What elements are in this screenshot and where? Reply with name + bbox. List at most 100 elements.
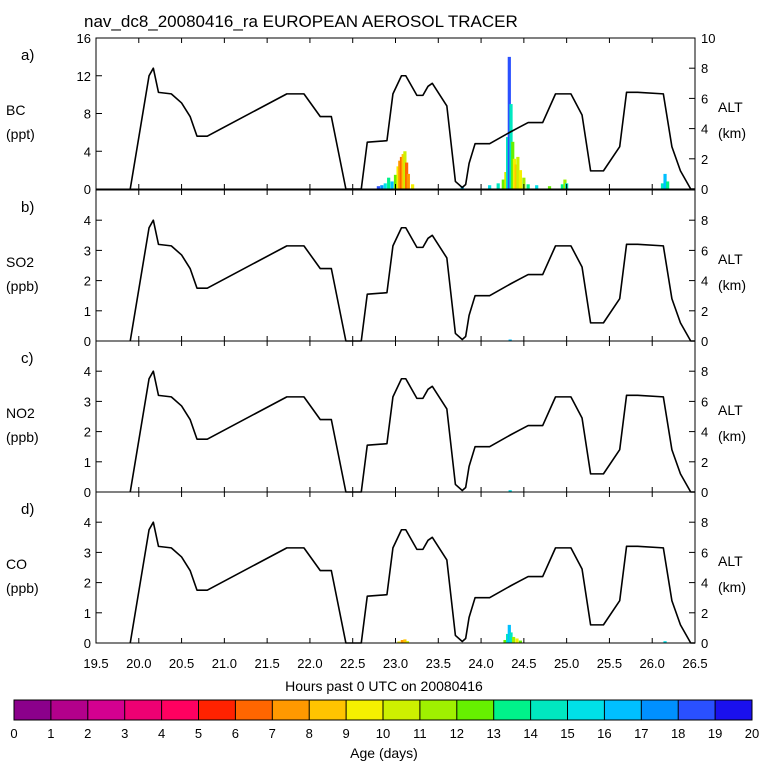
tracer-bar (397, 641, 401, 643)
x-tick-label: 26.5 (682, 656, 707, 671)
species-label: SO2 (6, 254, 34, 270)
colorbar-tick-label: 12 (450, 726, 464, 741)
y-tick-label: 1 (84, 455, 91, 470)
colorbar-tick-label: 11 (413, 726, 427, 741)
tracer-bar (511, 636, 516, 643)
tracer-bar (509, 632, 513, 643)
colorbar-tick-label: 18 (671, 726, 685, 741)
colorbar-segment (715, 700, 753, 720)
tracer-series (508, 339, 512, 341)
colorbar-tick-label: 17 (634, 726, 648, 741)
tracer-series (508, 490, 512, 492)
alt-tick-label: 8 (701, 61, 708, 76)
alt-tick-label: 0 (701, 485, 708, 500)
tracer-bar (380, 185, 384, 189)
colorbar-segment (198, 700, 236, 720)
y-tick-label: 1 (84, 304, 91, 319)
unit-label: (ppt) (6, 126, 35, 142)
colorbar-tick-label: 9 (342, 726, 349, 741)
tracer-bar (496, 183, 500, 189)
tracer-bar (387, 177, 391, 189)
panel-so2: 0 1 2 3 4 0 2 4 6 8 b) SO2 (ppb) ALT (km) (6, 189, 746, 349)
panel-letter: c) (21, 350, 34, 367)
tracer-bar (400, 639, 404, 643)
x-tick-label: 23.5 (426, 656, 451, 671)
tracer-bar (518, 170, 523, 190)
alt-unit-label: (km) (718, 277, 746, 293)
x-tick-label: 19.5 (83, 656, 108, 671)
tracer-bar (663, 641, 667, 643)
x-tick-label: 26.0 (640, 656, 665, 671)
y-tick-label: 0 (84, 636, 91, 651)
tracer-bar (511, 141, 515, 189)
colorbar-tick-label: 5 (195, 726, 202, 741)
tracer-bar (393, 174, 398, 189)
tracer-bar (383, 183, 387, 189)
colorbar-segment (493, 700, 532, 720)
alt-tick-label: 10 (701, 31, 715, 46)
alt-tick-label: 2 (701, 455, 708, 470)
tracer-bar (660, 183, 665, 189)
tracer-bar (535, 185, 539, 189)
tracer-bar (666, 181, 670, 189)
colorbar-segment (14, 700, 52, 720)
tracer-bar (516, 156, 520, 189)
y-tick-label: 3 (84, 243, 91, 258)
alt-tick-label: 4 (701, 425, 708, 440)
y-tick-label: 4 (84, 144, 91, 159)
alt-tick-label: 6 (701, 243, 708, 258)
alt-axis-label: ALT (718, 553, 743, 569)
unit-label: (ppb) (6, 278, 39, 294)
tracer-bar (406, 173, 410, 189)
tracer-bar (376, 186, 380, 189)
alt-tick-label: 8 (701, 515, 708, 530)
alt-tick-label: 6 (701, 91, 708, 106)
tracer-bar (488, 185, 492, 189)
colorbar-tick-label: 8 (306, 726, 313, 741)
colorbar-tick-label: 4 (158, 726, 165, 741)
species-label: BC (6, 102, 25, 118)
tracer-bar (563, 179, 567, 189)
alt-tick-label: 0 (701, 182, 708, 197)
tracer-bar (506, 633, 510, 643)
panels: 04812160246810a)BC(ppt)ALT(km)0123402468… (6, 31, 746, 671)
tracer-bar (506, 137, 510, 189)
altitude-line (129, 67, 695, 190)
colorbar-tick-label: 16 (597, 726, 611, 741)
colorbar-tick-label: 7 (269, 726, 276, 741)
x-tick-label: 21.5 (254, 656, 279, 671)
alt-axis-label: ALT (718, 99, 743, 115)
tracer-bar (508, 490, 512, 492)
colorbar: 0 1 2 3 4 5 6 7 8 9 10 11 12 13 14 15 16 17 18 19 20 (10, 699, 759, 741)
x-tick-label: 24.0 (468, 656, 493, 671)
colorbar-tick-label: 14 (523, 726, 537, 741)
colorbar-segment (456, 700, 495, 720)
tracer-series (397, 624, 667, 643)
colorbar-segment (604, 700, 642, 720)
x-axis-label: Hours past 0 UTC on 20080416 (285, 678, 483, 694)
plot-frame (95, 340, 696, 493)
y-tick-label: 0 (84, 182, 91, 197)
y-tick-label: 2 (84, 576, 91, 591)
tracer-bar (547, 186, 552, 189)
tracer-bar (396, 166, 400, 189)
colorbar-segment (678, 700, 716, 720)
tracer-bar (507, 56, 511, 190)
tracer-bar (403, 639, 407, 643)
x-tick-label: 25.5 (597, 656, 622, 671)
alt-axis-label: ALT (718, 402, 743, 418)
x-tick-label: 23.0 (383, 656, 408, 671)
colorbar-tick-label: 19 (708, 726, 722, 741)
tracer-bar (508, 339, 512, 341)
tracer-bar (398, 160, 402, 189)
y-tick-label: 16 (77, 31, 91, 46)
colorbar-segment (567, 700, 605, 720)
colorbar-segment (50, 700, 89, 720)
x-tick-label: 25.0 (554, 656, 579, 671)
colorbar-segment (383, 700, 421, 720)
alt-axis-label: ALT (718, 251, 743, 267)
unit-label: (ppb) (6, 580, 39, 596)
alt-unit-label: (km) (718, 579, 746, 595)
y-tick-label: 3 (84, 545, 91, 560)
